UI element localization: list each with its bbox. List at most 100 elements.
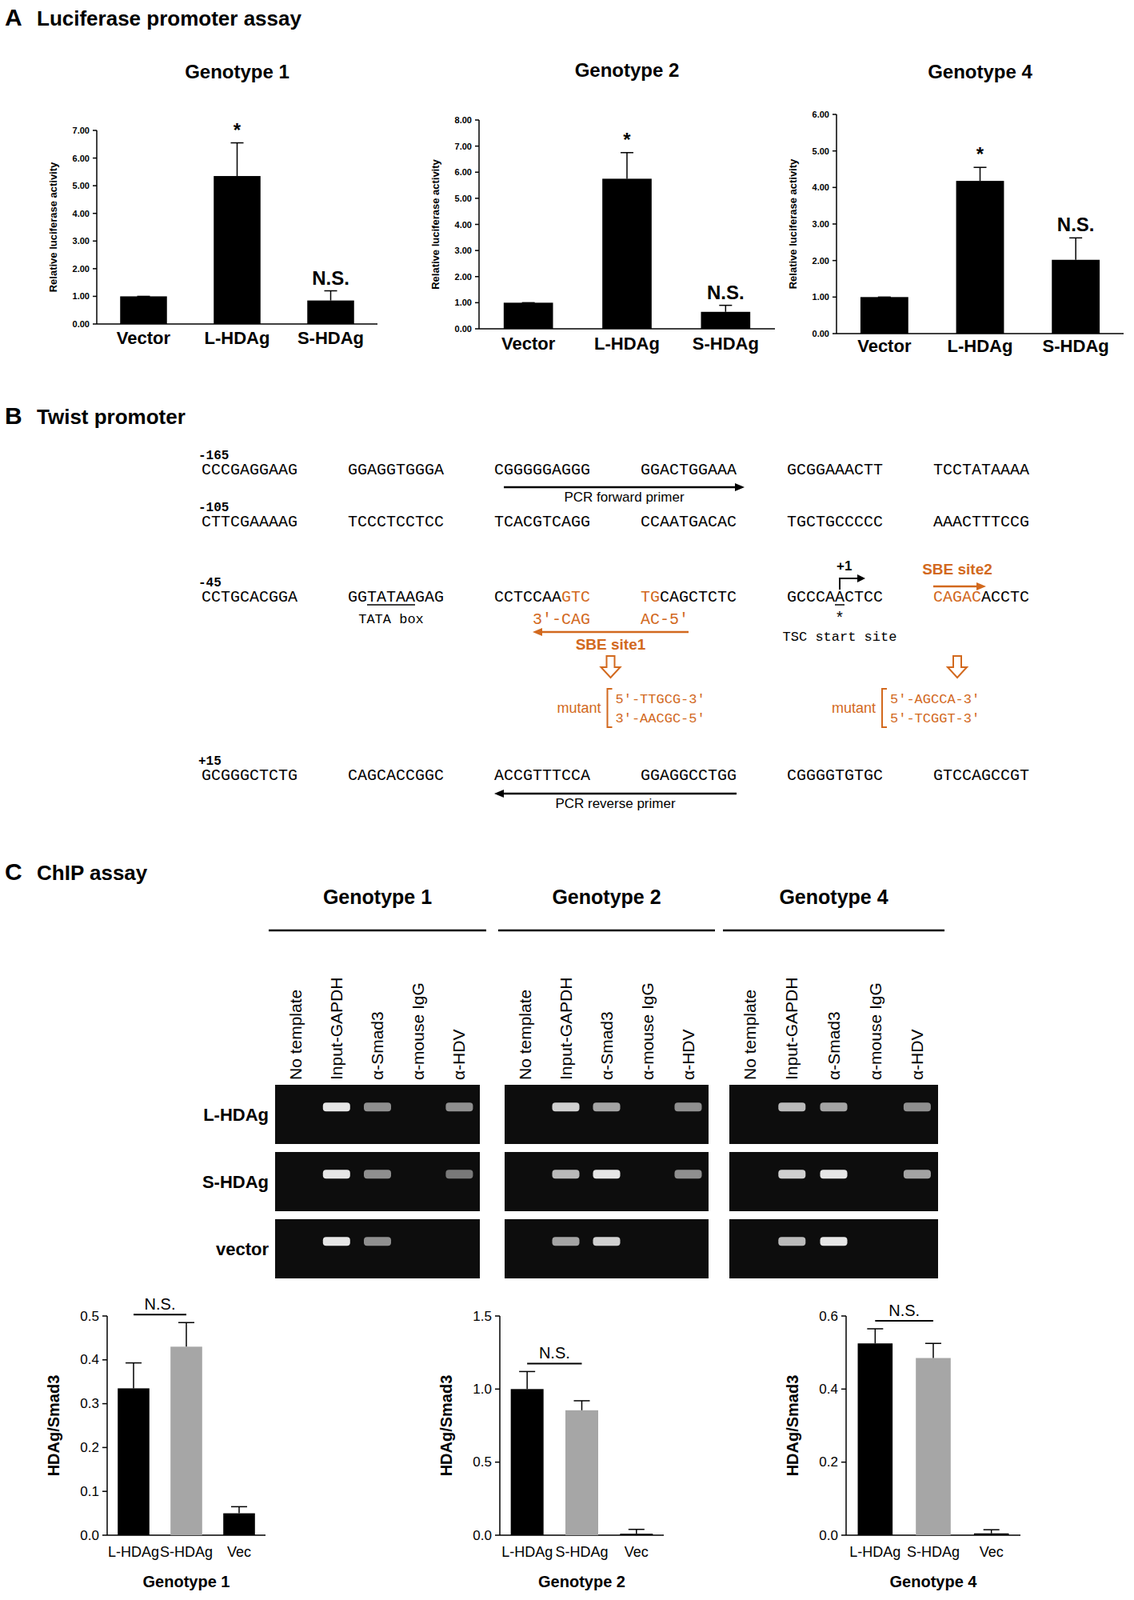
- gel-band: [323, 1102, 351, 1111]
- y-tick-label: 0.2: [79, 1439, 100, 1455]
- gel-image: [729, 1218, 939, 1278]
- bar: [602, 178, 652, 329]
- y-axis-label: HDAg/Smad3: [783, 1374, 802, 1477]
- x-tick-label: S-HDAg: [692, 333, 759, 354]
- bar-chart: 0.00.20.40.6L-HDAgS-HDAgVecN.S.Genotype …: [783, 1301, 1021, 1590]
- bar-chart: 0.001.002.003.004.005.006.00VectorL-HDAg…: [786, 60, 1124, 356]
- error-cap: [628, 1528, 645, 1530]
- sbe2-arrow-head: [976, 582, 987, 591]
- gel-row-label: S-HDAg: [202, 1171, 269, 1192]
- error-line: [635, 1529, 638, 1534]
- promoter-diagram: -165CCCGAGGAAGGGAGGTGGGACGGGGGAGGGGGACTG…: [198, 448, 1030, 811]
- y-tick-label: 4.00: [455, 219, 472, 230]
- gel-image: [729, 1151, 939, 1211]
- sequence-segment: TCCCTCCTCC: [347, 512, 444, 532]
- bar: [858, 1342, 894, 1535]
- error-line: [185, 1321, 188, 1346]
- x-axis-label: Genotype 2: [538, 1572, 626, 1590]
- gel-band: [778, 1169, 806, 1178]
- y-tick-label: 6.00: [455, 167, 472, 177]
- y-axis-label: Relative luciferase activity: [786, 158, 799, 289]
- comparison-label: N.S.: [539, 1343, 571, 1362]
- sequence-group: CCAATGACAC: [640, 512, 737, 532]
- marks: [860, 167, 1100, 334]
- sequence-group: GTCCAGCCGT: [933, 766, 1030, 785]
- y-tick-label: 4.00: [812, 182, 830, 192]
- y-tick-label: 1.5: [472, 1308, 492, 1324]
- complement-strand: AC-5': [640, 610, 689, 629]
- error-line: [581, 1400, 583, 1410]
- error-cap: [620, 151, 634, 154]
- bar-chart: 0.00.51.01.5L-HDAgS-HDAgVecN.S.Genotype …: [437, 1308, 664, 1591]
- sequence-segment: CCTGCACGGA: [201, 587, 298, 607]
- sequence-group: CGGGGGAGGG: [494, 460, 591, 480]
- mutant-sequence: 5'-TCGGT-3': [890, 710, 980, 727]
- reverse-primer-arrow-head: [494, 789, 504, 798]
- sequence-group: GCGGAAACTT: [786, 460, 883, 480]
- sequence-group: GGACTGGAAA: [640, 460, 737, 480]
- error-cap: [925, 1342, 942, 1345]
- y-axis: [835, 114, 838, 334]
- sequence-segment: CAGAC: [933, 587, 982, 607]
- underline: [367, 603, 416, 606]
- gel-band: [593, 1102, 621, 1111]
- error-cap: [519, 1370, 536, 1373]
- gel-lane-label: α-mouse IgG: [408, 982, 428, 1080]
- gel-group-title: Genotype 4: [778, 885, 888, 908]
- mutant-label: mutant: [831, 699, 876, 716]
- x-tick-label: Vector: [501, 333, 556, 354]
- error-cap: [718, 304, 732, 307]
- y-tick-label: 0.4: [79, 1351, 100, 1367]
- error-cap: [178, 1321, 195, 1323]
- annotation: *: [233, 119, 242, 141]
- y-tick-label: 0.00: [72, 319, 90, 329]
- sequence-segment: AAACTTTCCG: [933, 512, 1030, 532]
- primer-label: PCR forward primer: [563, 489, 685, 505]
- y-tick: [102, 1489, 108, 1492]
- annotation: N.S.: [1057, 213, 1095, 236]
- y-tick-label: 6.00: [812, 109, 830, 120]
- gel-image: [504, 1218, 709, 1278]
- error-line: [626, 152, 628, 180]
- error-cap: [878, 296, 891, 299]
- sequence-group: CCCGAGGAAG: [201, 460, 298, 480]
- y-axis-label: Relative luciferase activity: [47, 161, 60, 292]
- y-tick-label: 0.6: [818, 1308, 839, 1324]
- sbe2-arrow: [933, 585, 979, 588]
- sequence-segment: CCAATGACAC: [640, 512, 737, 532]
- error-bar: [974, 167, 987, 181]
- x-tick-label: L-HDAg: [849, 1543, 901, 1560]
- gel-band: [820, 1169, 848, 1178]
- panel-letter: C: [4, 858, 23, 885]
- error-cap: [574, 1399, 591, 1402]
- y-tick-label: 5.00: [72, 180, 90, 191]
- sequence-group: TCACGTCAGG: [494, 512, 591, 532]
- gel-lane-label: No template: [286, 989, 305, 1080]
- error-line: [236, 143, 239, 176]
- y-axis-label: HDAg/Smad3: [437, 1374, 456, 1477]
- sequence-group: GGAGGCCTGG: [640, 766, 737, 785]
- sequence-segment: TCACGTCAGG: [494, 512, 591, 532]
- gel-group-title: Genotype 1: [323, 885, 432, 908]
- gel-band: [363, 1169, 392, 1178]
- error-line: [725, 305, 727, 312]
- sequence-group: TCCTATAAAA: [933, 460, 1030, 480]
- y-tick: [495, 1388, 500, 1390]
- sequence-group: CGGGGTGTGC: [786, 766, 883, 785]
- sequence-segment: TATAA: [367, 587, 416, 607]
- error-cap: [125, 1361, 142, 1364]
- mutant-label: mutant: [556, 699, 601, 716]
- sequence-segment: GCGGAAACTT: [786, 460, 883, 480]
- start-position: +1: [836, 558, 852, 574]
- bar: [307, 300, 355, 324]
- gel-lane-label: Input-GAPDH: [556, 977, 575, 1080]
- error-bar: [628, 1529, 645, 1534]
- y-tick-label: 5.00: [455, 193, 472, 204]
- primer-label: PCR reverse primer: [555, 795, 676, 811]
- panel-title: Twist promoter: [36, 404, 186, 429]
- bar-chart: 0.00.10.20.30.40.5L-HDAgS-HDAgVecN.S.Gen…: [44, 1294, 266, 1590]
- bar: [860, 296, 909, 334]
- x-tick-label: S-HDAg: [906, 1543, 960, 1560]
- error-cap: [137, 295, 151, 298]
- sequence-group: TCCCTCCTCC: [347, 512, 444, 532]
